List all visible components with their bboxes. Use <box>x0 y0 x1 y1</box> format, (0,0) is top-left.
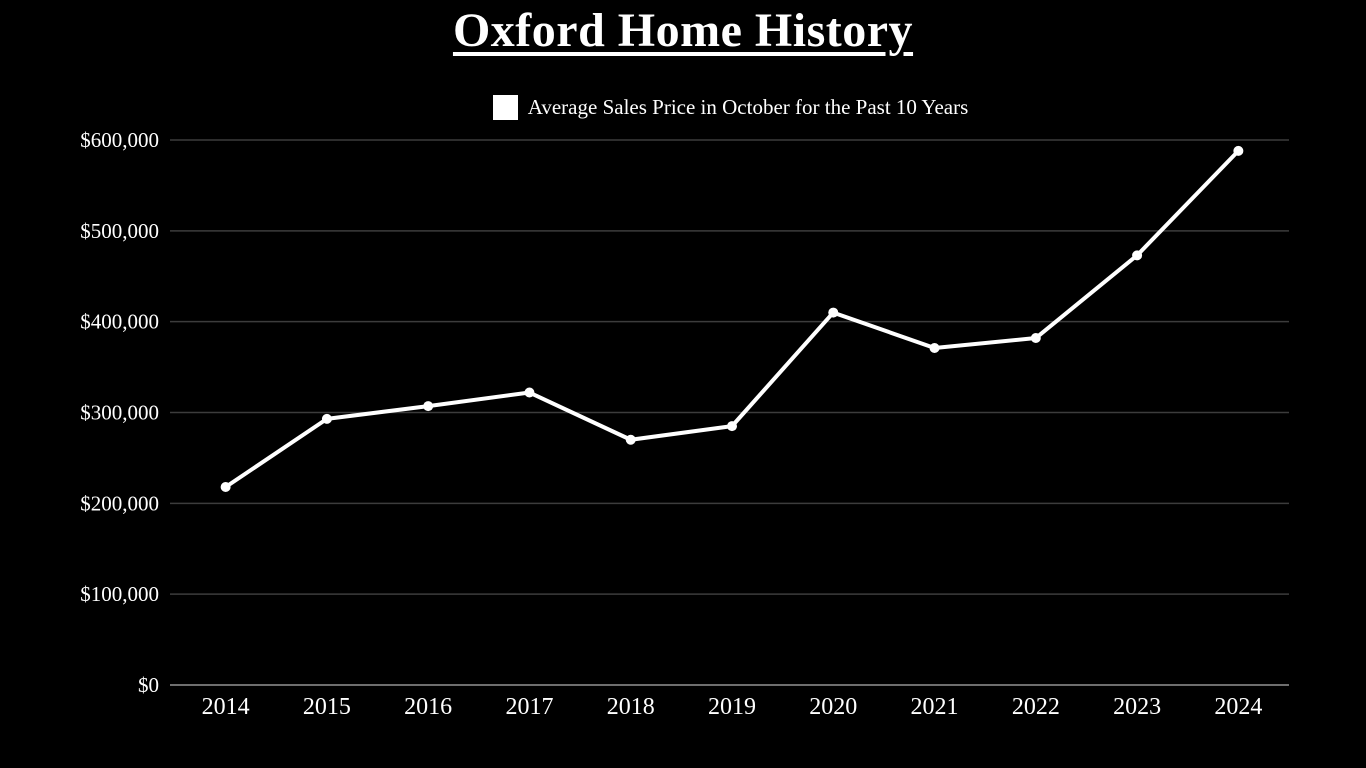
x-tick-label: 2021 <box>911 694 959 720</box>
data-point <box>524 387 535 398</box>
data-point <box>220 481 231 492</box>
y-tick-label: $500,000 <box>80 219 159 243</box>
legend: Average Sales Price in October for the P… <box>172 95 1289 120</box>
y-tick-label: $0 <box>138 673 159 697</box>
x-tick-label: 2022 <box>1012 694 1060 720</box>
data-point <box>1030 333 1041 344</box>
data-point <box>625 434 636 445</box>
data-point <box>321 413 332 424</box>
x-tick-label: 2018 <box>607 694 655 720</box>
y-tick-label: $600,000 <box>80 128 159 152</box>
data-point <box>929 343 940 354</box>
x-tick-label: 2024 <box>1214 694 1262 720</box>
data-point <box>727 421 737 432</box>
x-tick-label: 2019 <box>708 694 756 720</box>
x-tick-label: 2020 <box>809 694 857 720</box>
y-tick-label: $200,000 <box>80 491 159 515</box>
x-tick-label: 2014 <box>202 694 250 720</box>
y-tick-label: $400,000 <box>80 310 159 334</box>
price-series-line <box>223 148 1241 489</box>
x-tick-label: 2016 <box>404 694 452 720</box>
legend-swatch-icon <box>492 95 518 120</box>
y-tick-label: $300,000 <box>80 401 159 425</box>
x-tick-label: 2017 <box>505 694 553 720</box>
x-tick-label: 2015 <box>303 694 351 720</box>
data-point <box>423 401 434 412</box>
y-tick-label: $100,000 <box>80 582 159 606</box>
x-tick-label: 2023 <box>1113 694 1161 720</box>
data-point <box>1132 250 1143 261</box>
chart-title: Oxford Home History <box>452 4 914 57</box>
legend-label: Average Sales Price in October for the P… <box>527 95 969 119</box>
data-point <box>1233 145 1244 156</box>
data-point <box>828 307 839 318</box>
